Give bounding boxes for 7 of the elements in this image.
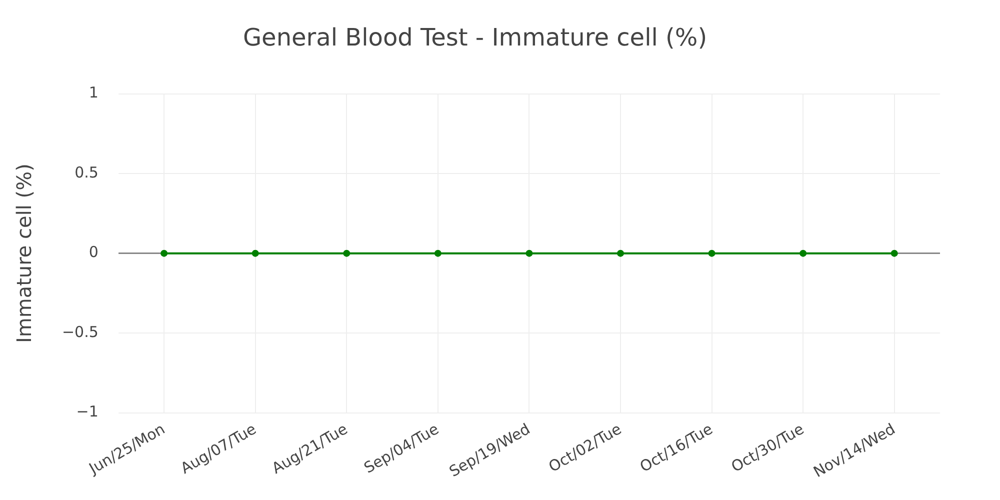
y-tick-label: 0 bbox=[88, 243, 98, 262]
y-tick-label: −1 bbox=[76, 402, 98, 421]
chart-title: General Blood Test - Immature cell (%) bbox=[242, 24, 708, 52]
y-tick-label: 1 bbox=[88, 84, 98, 102]
y-axis-title: Immature cell (%) bbox=[12, 164, 36, 344]
y-tick-label: −0.5 bbox=[62, 322, 98, 341]
y-tick-label: 0.5 bbox=[74, 163, 98, 182]
